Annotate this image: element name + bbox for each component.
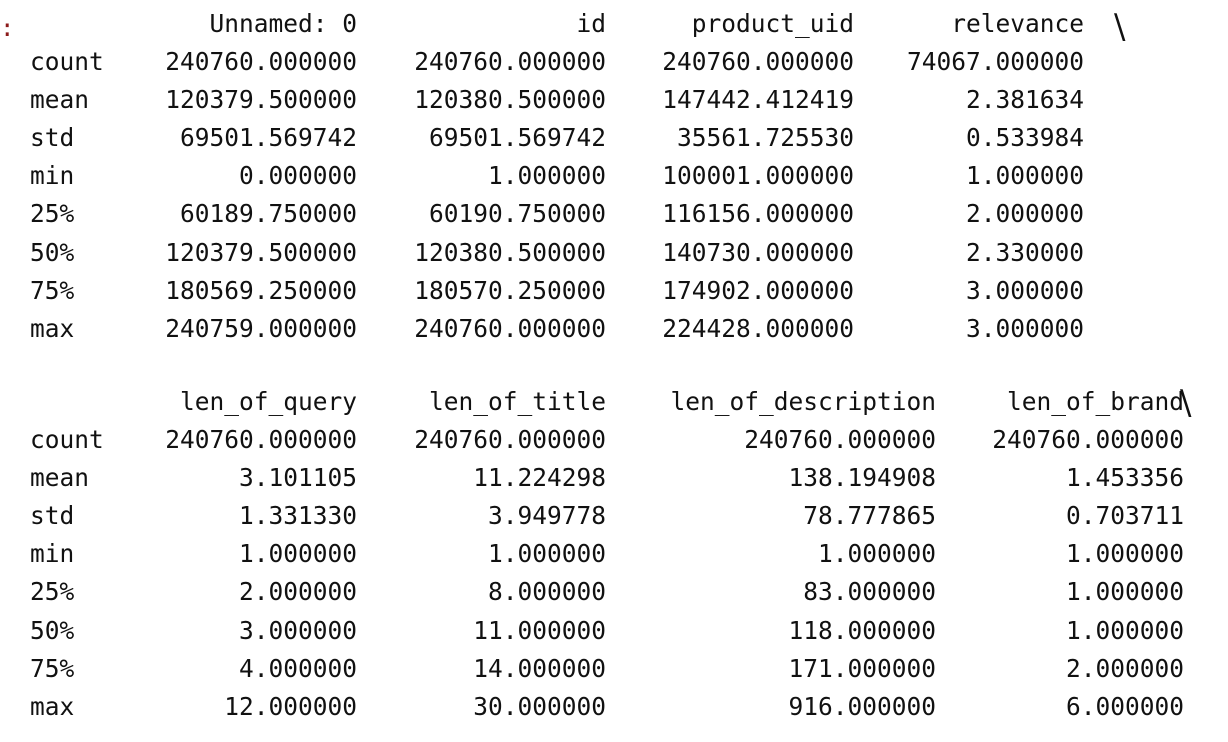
table-cell: 174902.000000 bbox=[662, 275, 854, 305]
table-cell: 1.331330 bbox=[238, 501, 357, 531]
table-cell: 14.000000 bbox=[473, 653, 606, 683]
table-cell: 3.000000 bbox=[965, 275, 1084, 305]
table-cell: 116156.000000 bbox=[662, 199, 854, 229]
table-cell: 1.000000 bbox=[1065, 539, 1184, 569]
table-cell: 0.000000 bbox=[238, 161, 357, 191]
row-label: count bbox=[30, 47, 104, 76]
table-cell: 0.533984 bbox=[965, 123, 1084, 153]
row-label: 75% bbox=[30, 653, 75, 683]
column-header: product_uid bbox=[691, 9, 854, 38]
table-cell: 3.000000 bbox=[965, 313, 1084, 343]
column-header: Unnamed: 0 bbox=[209, 9, 357, 38]
table-cell: 2.000000 bbox=[1065, 653, 1184, 683]
table-cell: 240760.000000 bbox=[165, 47, 357, 76]
table-cell: 3.949778 bbox=[487, 501, 606, 531]
row-label: mean bbox=[30, 463, 90, 493]
table-cell: 0.703711 bbox=[1065, 501, 1184, 531]
column-header: id bbox=[576, 9, 606, 38]
row-label: max bbox=[30, 691, 75, 721]
table-cell: 2.381634 bbox=[965, 85, 1084, 115]
column-header: len_of_brand bbox=[1006, 387, 1184, 416]
row-label: std bbox=[30, 501, 75, 531]
column-header: len_of_description bbox=[670, 387, 936, 416]
table-cell: 1.000000 bbox=[487, 161, 606, 191]
table-cell: 118.000000 bbox=[788, 615, 936, 645]
table-cell: 30.000000 bbox=[473, 691, 606, 721]
table-cell: 147442.412419 bbox=[662, 85, 854, 115]
table-cell: 78.777865 bbox=[803, 501, 936, 531]
table-cell: 60190.750000 bbox=[428, 199, 606, 229]
table-cell: 1.453356 bbox=[1065, 463, 1184, 493]
row-label: count bbox=[30, 425, 104, 454]
row-label: 25% bbox=[30, 577, 75, 607]
table-cell: 100001.000000 bbox=[662, 161, 854, 191]
row-label: 25% bbox=[30, 199, 75, 229]
table-cell: 2.000000 bbox=[238, 577, 357, 607]
table-cell: 240760.000000 bbox=[414, 313, 606, 343]
table-cell: 83.000000 bbox=[803, 577, 936, 607]
continuation-marker: \ bbox=[1180, 383, 1192, 423]
table-cell: 4.000000 bbox=[238, 653, 357, 683]
table-cell: 240760.000000 bbox=[992, 425, 1184, 454]
table-cell: 1.000000 bbox=[1065, 615, 1184, 645]
table-cell: 240760.000000 bbox=[414, 47, 606, 76]
table-cell: 11.000000 bbox=[473, 615, 606, 645]
table-cell: 1.000000 bbox=[1065, 577, 1184, 607]
table-cell: 120379.500000 bbox=[165, 237, 357, 267]
column-header: len_of_query bbox=[179, 387, 357, 416]
table-cell: 120380.500000 bbox=[414, 237, 606, 267]
table-cell: 180569.250000 bbox=[165, 275, 357, 305]
table-cell: 1.000000 bbox=[238, 539, 357, 569]
table-cell: 171.000000 bbox=[788, 653, 936, 683]
column-header: len_of_title bbox=[428, 387, 606, 416]
table-cell: 2.330000 bbox=[965, 237, 1084, 267]
table-cell: 224428.000000 bbox=[662, 313, 854, 343]
table-cell: 1.000000 bbox=[817, 539, 936, 569]
table-cell: 140730.000000 bbox=[662, 237, 854, 267]
table-cell: 35561.725530 bbox=[676, 123, 854, 153]
table-cell: 120379.500000 bbox=[165, 85, 357, 115]
table-cell: 240760.000000 bbox=[414, 425, 606, 454]
table-cell: 60189.750000 bbox=[179, 199, 357, 229]
table-cell: 12.000000 bbox=[224, 691, 357, 721]
table-cell: 240759.000000 bbox=[165, 313, 357, 343]
table-cell: 240760.000000 bbox=[165, 425, 357, 454]
table-cell: 11.224298 bbox=[473, 463, 606, 493]
row-label: 50% bbox=[30, 615, 75, 645]
table-cell: 240760.000000 bbox=[662, 47, 854, 76]
column-header: relevance bbox=[951, 9, 1084, 38]
continuation-marker: \ bbox=[1114, 7, 1126, 47]
row-label: min bbox=[30, 161, 75, 191]
prompt-marker: : bbox=[0, 14, 15, 42]
table-cell: 8.000000 bbox=[487, 577, 606, 607]
row-label: std bbox=[30, 123, 75, 153]
table-cell: 138.194908 bbox=[788, 463, 936, 493]
table-cell: 180570.250000 bbox=[414, 275, 606, 305]
table-cell: 3.000000 bbox=[238, 615, 357, 645]
table-cell: 74067.000000 bbox=[906, 47, 1084, 76]
table-cell: 2.000000 bbox=[965, 199, 1084, 229]
row-label: 50% bbox=[30, 237, 75, 267]
row-label: min bbox=[30, 539, 75, 569]
table-cell: 916.000000 bbox=[788, 691, 936, 721]
row-label: max bbox=[30, 313, 75, 343]
table-cell: 240760.000000 bbox=[744, 425, 936, 454]
table-cell: 3.101105 bbox=[238, 463, 357, 493]
table-cell: 6.000000 bbox=[1065, 691, 1184, 721]
table-cell: 120380.500000 bbox=[414, 85, 606, 115]
row-label: mean bbox=[30, 85, 90, 115]
table-cell: 69501.569742 bbox=[428, 123, 606, 153]
row-label: 75% bbox=[30, 275, 75, 305]
table-cell: 1.000000 bbox=[487, 539, 606, 569]
table-cell: 69501.569742 bbox=[179, 123, 357, 153]
table-cell: 1.000000 bbox=[965, 161, 1084, 191]
